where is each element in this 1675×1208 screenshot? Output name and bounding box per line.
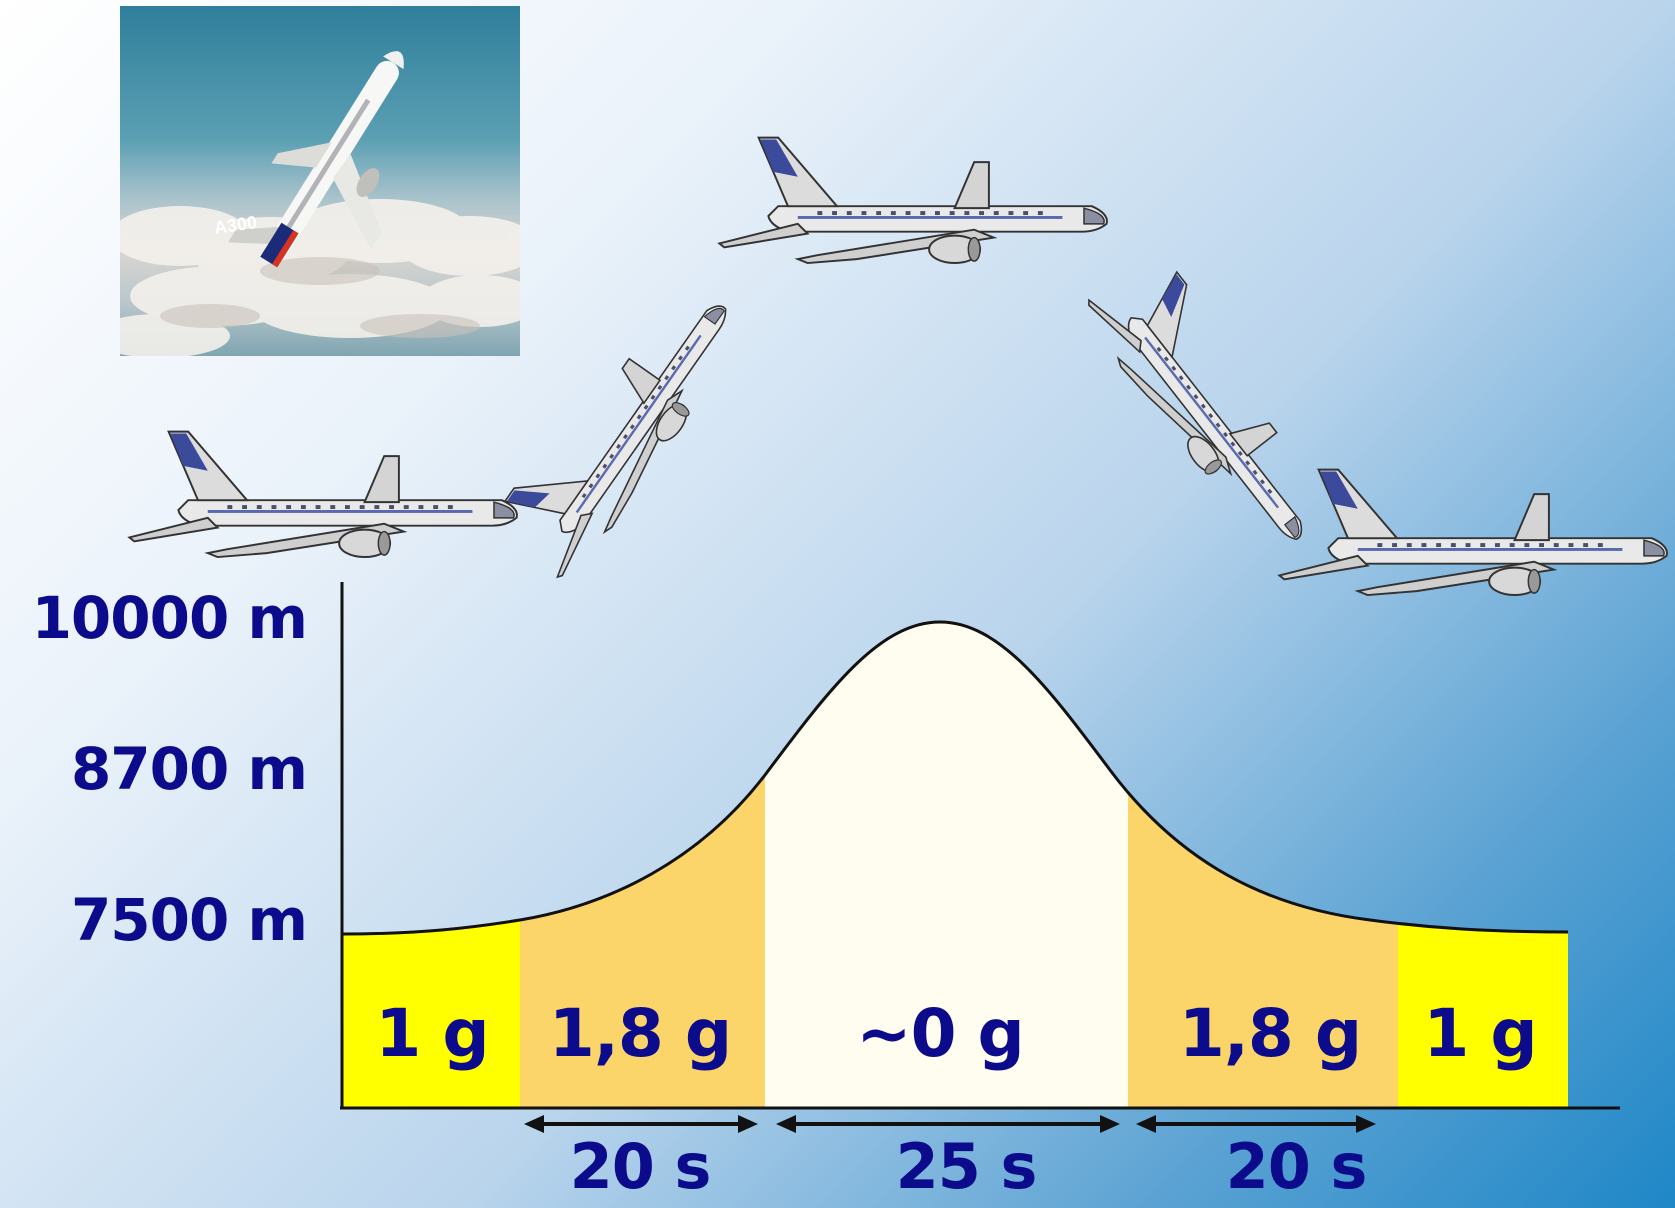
airplane-level-icon (1278, 468, 1668, 597)
g-label-phase-4: 1,8 g (1178, 995, 1362, 1072)
g-label-phase-5: 1 g (1423, 995, 1537, 1072)
duration-arrow-pull-out (1136, 1115, 1376, 1133)
duration-label-pull-up: 20 s (569, 1130, 712, 1203)
duration-label-pull-out: 20 s (1225, 1130, 1368, 1203)
airplane-climb-icon (485, 267, 753, 587)
airplane-descend-icon (1075, 246, 1353, 561)
altitude-label-8700: 8700 m (70, 735, 308, 803)
altitude-profile-curve (341, 620, 1569, 936)
duration-arrow-pull-up (524, 1115, 758, 1133)
duration-arrows (524, 1115, 1376, 1133)
altitude-label-7500: 7500 m (70, 886, 308, 954)
duration-label-microgravity: 25 s (895, 1130, 1038, 1203)
airplane-top-icon (718, 136, 1108, 265)
duration-arrow-microgravity (776, 1115, 1120, 1133)
aircraft-photo: A300 (120, 6, 520, 356)
g-label-phase-3: ~0 g (856, 995, 1024, 1072)
altitude-label-10000: 10000 m (31, 584, 308, 652)
g-label-phase-2: 1,8 g (548, 995, 732, 1072)
airplane-level-icon (128, 430, 518, 559)
g-label-phase-1: 1 g (375, 995, 489, 1072)
